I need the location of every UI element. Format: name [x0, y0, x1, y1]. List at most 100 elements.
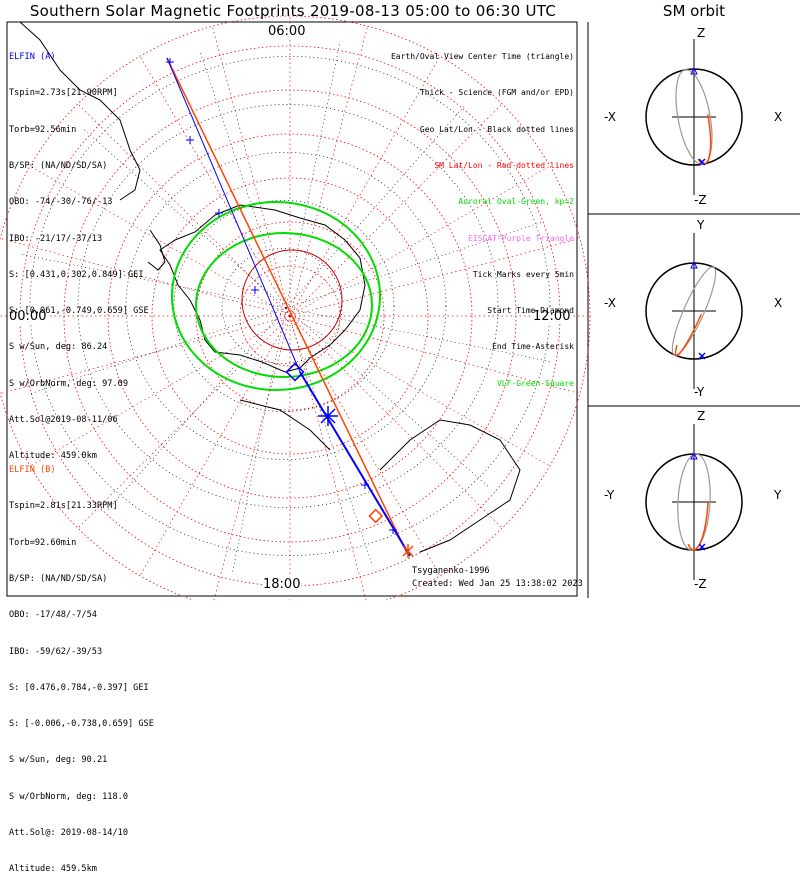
elfin-a-tick-mark	[186, 136, 194, 144]
mlt-label-top: 06:00	[267, 24, 307, 39]
elfin-a-track-north	[166, 57, 301, 373]
mlt-label-bottom: 18:00	[262, 577, 302, 592]
orbit1-bottom-label: -Z	[694, 193, 707, 207]
sm-longitude-line	[139, 56, 291, 317]
elfin-b-line: S w/OrbNorm, deg: 118.0	[9, 791, 128, 802]
sm-longitude-line	[289, 238, 580, 317]
geo-longitude-line	[107, 307, 287, 511]
elfin-a-orbit	[671, 266, 717, 356]
elfin-a-tick-mark	[166, 58, 174, 66]
elfin-b-orbit	[683, 453, 709, 551]
elfin-a-line: S: [0.431,0.302,0.849] GEI	[9, 269, 144, 280]
australia-coastline	[379, 419, 521, 553]
sm-latitude-circle	[195, 221, 385, 411]
geo-longitude-line	[232, 307, 287, 573]
auroral-ovals	[171, 201, 381, 391]
chart-title: Southern Solar Magnetic Footprints 2019-…	[29, 2, 557, 20]
elfin-a-line: S w/Sun, deg: 86.24	[9, 342, 108, 353]
orbit-title: SM orbit	[662, 2, 726, 20]
elfin-b-line: Att.Sol@: 2019-08-14/10	[9, 828, 128, 838]
sm-longitude-line	[289, 315, 367, 600]
legend-entry: Tick Marks every 5min	[472, 269, 574, 279]
elfin-a-start-diamond	[285, 362, 305, 382]
geo-longitude-line	[199, 51, 287, 309]
orbit-center-triangle	[690, 451, 698, 460]
elfin-b-track	[166, 57, 409, 556]
orbit2-right-label: X	[774, 296, 783, 310]
elfin-b-name: ELFIN (B)	[9, 465, 56, 476]
elfin-a-line: B/SP: (NA/ND/SD/SA)	[9, 161, 108, 172]
legend-entry: VLF-Green Square	[496, 378, 574, 388]
coastlines	[19, 21, 521, 553]
legend-entry: SM Lat/Lon - Red dotted lines	[434, 161, 574, 171]
elfin-b-line: B/SP: (NA/ND/SD/SA)	[9, 574, 108, 585]
inner-sm-circle	[241, 249, 343, 351]
elfin-a-info: ELFIN (A) Tspin=2.73s[21.90RPM] Torb=92.…	[9, 27, 149, 474]
sm-longitude-line	[289, 315, 441, 576]
elfin-b-end-asterisk	[402, 544, 414, 558]
geo-longitude-line	[285, 221, 543, 309]
elfin-a-line: Torb=92.56min	[9, 124, 77, 135]
orbit3-bottom-label: -Z	[694, 577, 707, 591]
elfin-b-line: Torb=92.60min	[9, 537, 77, 548]
legend-entry: Thick - Science (FGM and/or EPD)	[419, 88, 574, 98]
sm-latitude-circle	[0, 15, 591, 600]
elfin-a-tick-mark	[361, 481, 369, 489]
sm-latitude-circle	[151, 177, 429, 455]
peninsula-coastline	[147, 229, 166, 271]
elfin-a-line: Tspin=2.73s[21.90RPM]	[9, 88, 118, 99]
elfin-a-tick-mark	[251, 286, 259, 294]
sm-longitude-line	[289, 165, 550, 317]
sm-longitude-line	[77, 315, 291, 529]
orbit2-bottom-label: -Y	[694, 385, 705, 399]
elfin-b-line: OBO: -17/48/-7/54	[9, 610, 97, 621]
elfin-b-start-diamond	[368, 508, 384, 524]
geo-longitude-line	[285, 307, 373, 565]
legend-entry: Start Time-Diamond	[487, 306, 574, 316]
sm-longitude-line	[213, 315, 291, 600]
sm-longitude-line	[30, 315, 291, 467]
geo-latitude-circle	[173, 200, 395, 412]
sm-longitude-line	[289, 26, 368, 317]
elfin-a-line: Altitude: 459.0km	[9, 451, 97, 462]
orbit-end-asterisk	[698, 352, 706, 360]
orbit-panels	[645, 39, 743, 580]
geo-latitude-circle	[29, 56, 551, 556]
orbit3-right-label: Y	[774, 488, 782, 502]
elfin-b-line: IBO: -59/62/-39/53	[9, 646, 103, 657]
satellite-tracks	[166, 57, 414, 558]
sm-longitude-line	[212, 26, 291, 317]
south-america-coastline	[19, 21, 141, 201]
elfin-a-line: IBO: -21/17/-37/13	[9, 233, 103, 244]
legend-entry: EISCAT-Purple Triangle	[468, 233, 574, 243]
elfin-b-orbit	[674, 267, 717, 357]
sm-longitude-line	[30, 165, 291, 317]
elfin-b-line: Tspin=2.81s[21.33RPM]	[9, 501, 118, 512]
elfin-a-line: S w/OrbNorm, deg: 97.09	[9, 378, 128, 389]
geo-longitude-line	[285, 307, 489, 487]
orbit1-right-label: X	[774, 110, 783, 124]
sm-longitude-line	[77, 103, 291, 317]
elfin-a-line: S: [0.061,-0.749,0.659] GSE	[9, 306, 149, 317]
elfin-a-name: ELFIN (A)	[9, 52, 56, 63]
geo-longitude-line	[285, 43, 340, 309]
geo-latitude-circle	[125, 152, 447, 460]
elfin-a-line: OBO: -74/-30/-76/-13	[9, 197, 113, 208]
created-timestamp: Created: Wed Jan 25 13:38:02 2023	[412, 579, 583, 589]
sm-latitude-circle	[107, 133, 473, 499]
orbit3-left-label: -Y	[604, 488, 615, 502]
mlt-label-left: 00:00	[8, 309, 48, 324]
sm-longitude-line	[0, 315, 291, 394]
legend-entry: Auroral Oval-Green, kp=2	[458, 197, 574, 207]
elfin-b-line: S: [0.476,0.784,-0.397] GEI	[9, 682, 149, 693]
orbit1-left-label: -X	[604, 110, 616, 124]
elfin-b-line: S w/Sun, deg: 90.21	[9, 755, 108, 766]
elfin-b-line: S: [-0.006,-0.738,0.659] GSE	[9, 719, 154, 730]
elfin-b-line: Altitude: 459.5km	[9, 864, 97, 875]
main-plot-frame	[6, 21, 578, 597]
orbit-end-asterisk	[698, 158, 706, 166]
sm-longitude-line	[289, 56, 441, 317]
orbit3-top-label: Z	[697, 409, 706, 423]
antarctica-coastline	[159, 204, 366, 373]
sm-longitude-line	[289, 103, 503, 317]
